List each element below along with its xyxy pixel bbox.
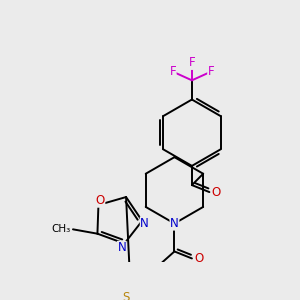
Text: O: O — [194, 252, 203, 265]
Text: O: O — [212, 186, 221, 199]
Text: N: N — [140, 217, 149, 230]
Text: F: F — [208, 65, 214, 78]
Text: N: N — [117, 242, 126, 254]
Text: F: F — [189, 56, 195, 69]
Text: N: N — [170, 217, 179, 230]
Text: S: S — [123, 291, 130, 300]
Text: F: F — [169, 65, 176, 78]
Text: O: O — [96, 194, 105, 207]
Text: CH₃: CH₃ — [51, 224, 70, 234]
